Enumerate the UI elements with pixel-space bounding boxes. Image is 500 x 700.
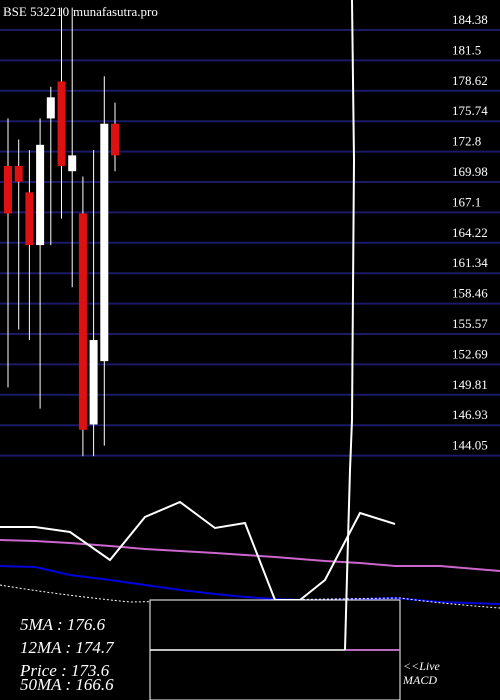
candle-body-down	[4, 165, 12, 214]
macd-label: MACD	[402, 673, 437, 687]
price-tick-label: 169.98	[452, 164, 488, 179]
price-tick-label: 167.1	[452, 194, 481, 209]
candles	[4, 7, 119, 457]
price-tick-label: 175.74	[452, 103, 488, 118]
candle-body-up	[68, 155, 77, 172]
price-tick-label: 161.34	[452, 255, 488, 270]
candle-body-down	[111, 123, 119, 156]
candle-body-up	[46, 97, 55, 119]
candle-body-up	[89, 340, 98, 425]
price-tick-label: 178.62	[452, 73, 488, 88]
live-label: <<Live	[403, 659, 441, 673]
stat-12ma: 12MA : 174.7	[20, 638, 115, 657]
overlay-spike-line	[344, 0, 356, 651]
price-tick-label: 184.38	[452, 12, 488, 27]
stat-5ma: 5MA : 176.6	[20, 615, 106, 634]
price-grid	[0, 29, 500, 457]
candle-body-down	[78, 213, 87, 430]
price-tick-label: 172.8	[452, 134, 481, 149]
price-tick-label: 155.57	[452, 316, 488, 331]
macd-blue-line	[0, 565, 500, 605]
chart-title: BSE 532210	[3, 4, 69, 19]
macd-line	[0, 500, 396, 601]
price-tick-label: 144.05	[452, 438, 488, 453]
stat-50ma: 50MA : 166.6	[20, 675, 114, 694]
price-tick-label: 149.81	[452, 377, 488, 392]
candle-body-up	[100, 123, 109, 362]
candle-body-down	[57, 81, 66, 166]
price-tick-label: 158.46	[452, 286, 488, 301]
candle-body-down	[14, 165, 23, 182]
price-tick-label: 164.22	[452, 225, 488, 240]
price-tick-label: 152.69	[452, 346, 488, 361]
stat-price: Price : 173.6	[19, 661, 110, 680]
price-tick-label: 146.93	[452, 407, 488, 422]
macd-signal-line	[0, 539, 500, 572]
price-tick-label: 181.5	[452, 42, 481, 57]
price-axis-ticks: 184.38 181.5 178.62 175.74 172.8 169.98 167.1 1…	[452, 12, 488, 453]
candle-body-up	[36, 144, 45, 246]
candle-body-down	[25, 192, 34, 246]
watermark: munafasutra.pro	[73, 4, 158, 19]
